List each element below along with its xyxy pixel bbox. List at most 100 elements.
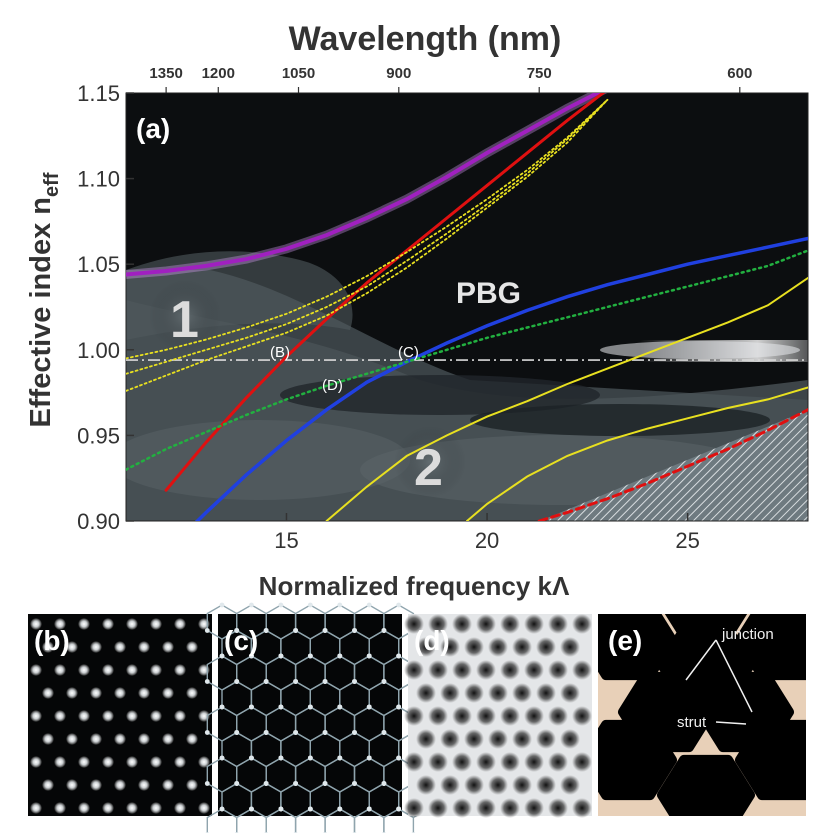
lattice-spot bbox=[78, 664, 90, 676]
panel-b: (b) bbox=[28, 614, 212, 816]
series-upper-band-edge bbox=[126, 93, 602, 277]
lattice-hole bbox=[548, 706, 568, 726]
lattice-spot bbox=[42, 733, 54, 745]
honeycomb-node bbox=[352, 781, 357, 786]
region-label-2: 2 bbox=[414, 439, 443, 497]
honeycomb-node bbox=[278, 602, 284, 608]
honeycomb-node bbox=[249, 806, 254, 812]
top-axis-title: Wavelength (nm) bbox=[289, 20, 562, 58]
series-yellow-dotted-2 bbox=[126, 98, 609, 375]
lattice-hole bbox=[560, 729, 580, 749]
lattice-hole bbox=[404, 798, 424, 818]
honeycomb-node bbox=[322, 730, 328, 735]
lattice-spot bbox=[174, 710, 186, 722]
lattice-spot bbox=[114, 687, 126, 699]
lattice-spot bbox=[198, 618, 210, 630]
honeycomb-node bbox=[263, 781, 269, 786]
lattice-spot bbox=[138, 779, 150, 791]
lattice-spot bbox=[150, 802, 162, 814]
lattice-spot bbox=[150, 618, 162, 630]
lattice-spot bbox=[174, 802, 186, 814]
honeycomb-node bbox=[366, 653, 372, 659]
lattice-spot bbox=[66, 687, 78, 699]
lattice-hole bbox=[560, 775, 580, 795]
y-tick-label: 1.15 bbox=[77, 81, 120, 106]
lattice-spot bbox=[150, 710, 162, 722]
honeycomb-node bbox=[278, 704, 284, 710]
honeycomb-node bbox=[278, 755, 284, 761]
lattice-hole bbox=[440, 637, 460, 657]
lattice-hole bbox=[572, 798, 592, 818]
lattice-spot bbox=[90, 641, 102, 653]
lattice-spot bbox=[30, 618, 42, 630]
lattice-spot bbox=[30, 664, 42, 676]
lattice-spot bbox=[30, 802, 42, 814]
honeycomb-node bbox=[381, 628, 387, 633]
lattice-hole bbox=[404, 660, 424, 680]
lattice-hole bbox=[500, 614, 520, 634]
lattice-hole bbox=[512, 637, 532, 657]
lattice-hole bbox=[464, 683, 484, 703]
honeycomb-node bbox=[352, 730, 357, 735]
lattice-spot bbox=[138, 733, 150, 745]
series-yellow-lower bbox=[466, 386, 808, 521]
top-tick-label: 1200 bbox=[202, 65, 235, 82]
honeycomb-node bbox=[278, 653, 284, 659]
honeycomb-node bbox=[366, 806, 372, 812]
honeycomb-node bbox=[249, 755, 254, 761]
lattice-hole bbox=[512, 729, 532, 749]
lattice-spot bbox=[102, 664, 114, 676]
top-axis-ticks: 1350 1200 1050 900 750 600 bbox=[149, 65, 752, 93]
y-axis-ticks: 0.90 0.95 1.00 1.05 1.10 1.15 bbox=[77, 81, 134, 534]
lattice-hole bbox=[464, 729, 484, 749]
lattice-hole bbox=[428, 798, 448, 818]
honeycomb-node bbox=[352, 679, 357, 684]
lattice-hole bbox=[572, 706, 592, 726]
lattice-hole bbox=[476, 614, 496, 634]
lattice-spot bbox=[174, 618, 186, 630]
lattice-spot bbox=[78, 710, 90, 722]
lattice-hole bbox=[416, 683, 436, 703]
lattice-spot bbox=[162, 641, 174, 653]
honeycomb-node bbox=[249, 602, 254, 608]
lattice-spot bbox=[54, 756, 66, 768]
lattice-spot bbox=[90, 733, 102, 745]
lattice-spot bbox=[102, 802, 114, 814]
y-tick-label: 1.10 bbox=[77, 167, 120, 192]
y-tick-label: 1.05 bbox=[77, 252, 120, 277]
lattice-hole bbox=[440, 683, 460, 703]
honeycomb-node bbox=[234, 730, 240, 735]
lattice-spot bbox=[42, 687, 54, 699]
panel-e-strut-label: strut bbox=[677, 714, 707, 731]
honeycomb-node bbox=[322, 679, 328, 684]
lattice-spot bbox=[186, 733, 198, 745]
lattice-spot bbox=[150, 756, 162, 768]
lattice-spot bbox=[102, 756, 114, 768]
series--c- bbox=[194, 236, 808, 521]
lattice-hole bbox=[452, 614, 472, 634]
series-yellow-dotted-3 bbox=[126, 98, 609, 392]
lattice-hole bbox=[428, 752, 448, 772]
lattice-spot bbox=[78, 618, 90, 630]
lattice-hole bbox=[452, 660, 472, 680]
lattice-hole bbox=[500, 798, 520, 818]
lattice-spot bbox=[114, 641, 126, 653]
lattice-hole bbox=[524, 614, 544, 634]
series--b- bbox=[164, 93, 606, 492]
lattice-spot bbox=[162, 779, 174, 791]
lattice-hole bbox=[488, 637, 508, 657]
cladding-hole bbox=[735, 614, 806, 681]
lattice-hole bbox=[428, 660, 448, 680]
panel-label-c: (c) bbox=[224, 625, 258, 656]
lattice-hole bbox=[416, 729, 436, 749]
lattice-spot bbox=[150, 664, 162, 676]
series-yellow-dotted-1 bbox=[126, 98, 609, 360]
honeycomb-node bbox=[322, 781, 328, 786]
honeycomb-node bbox=[307, 806, 313, 812]
lattice-spot bbox=[186, 687, 198, 699]
panel-label-a: (a) bbox=[136, 113, 170, 144]
honeycomb-node bbox=[322, 628, 328, 633]
lattice-spot bbox=[162, 687, 174, 699]
lattice-spot bbox=[30, 710, 42, 722]
honeycomb-node bbox=[234, 679, 240, 684]
